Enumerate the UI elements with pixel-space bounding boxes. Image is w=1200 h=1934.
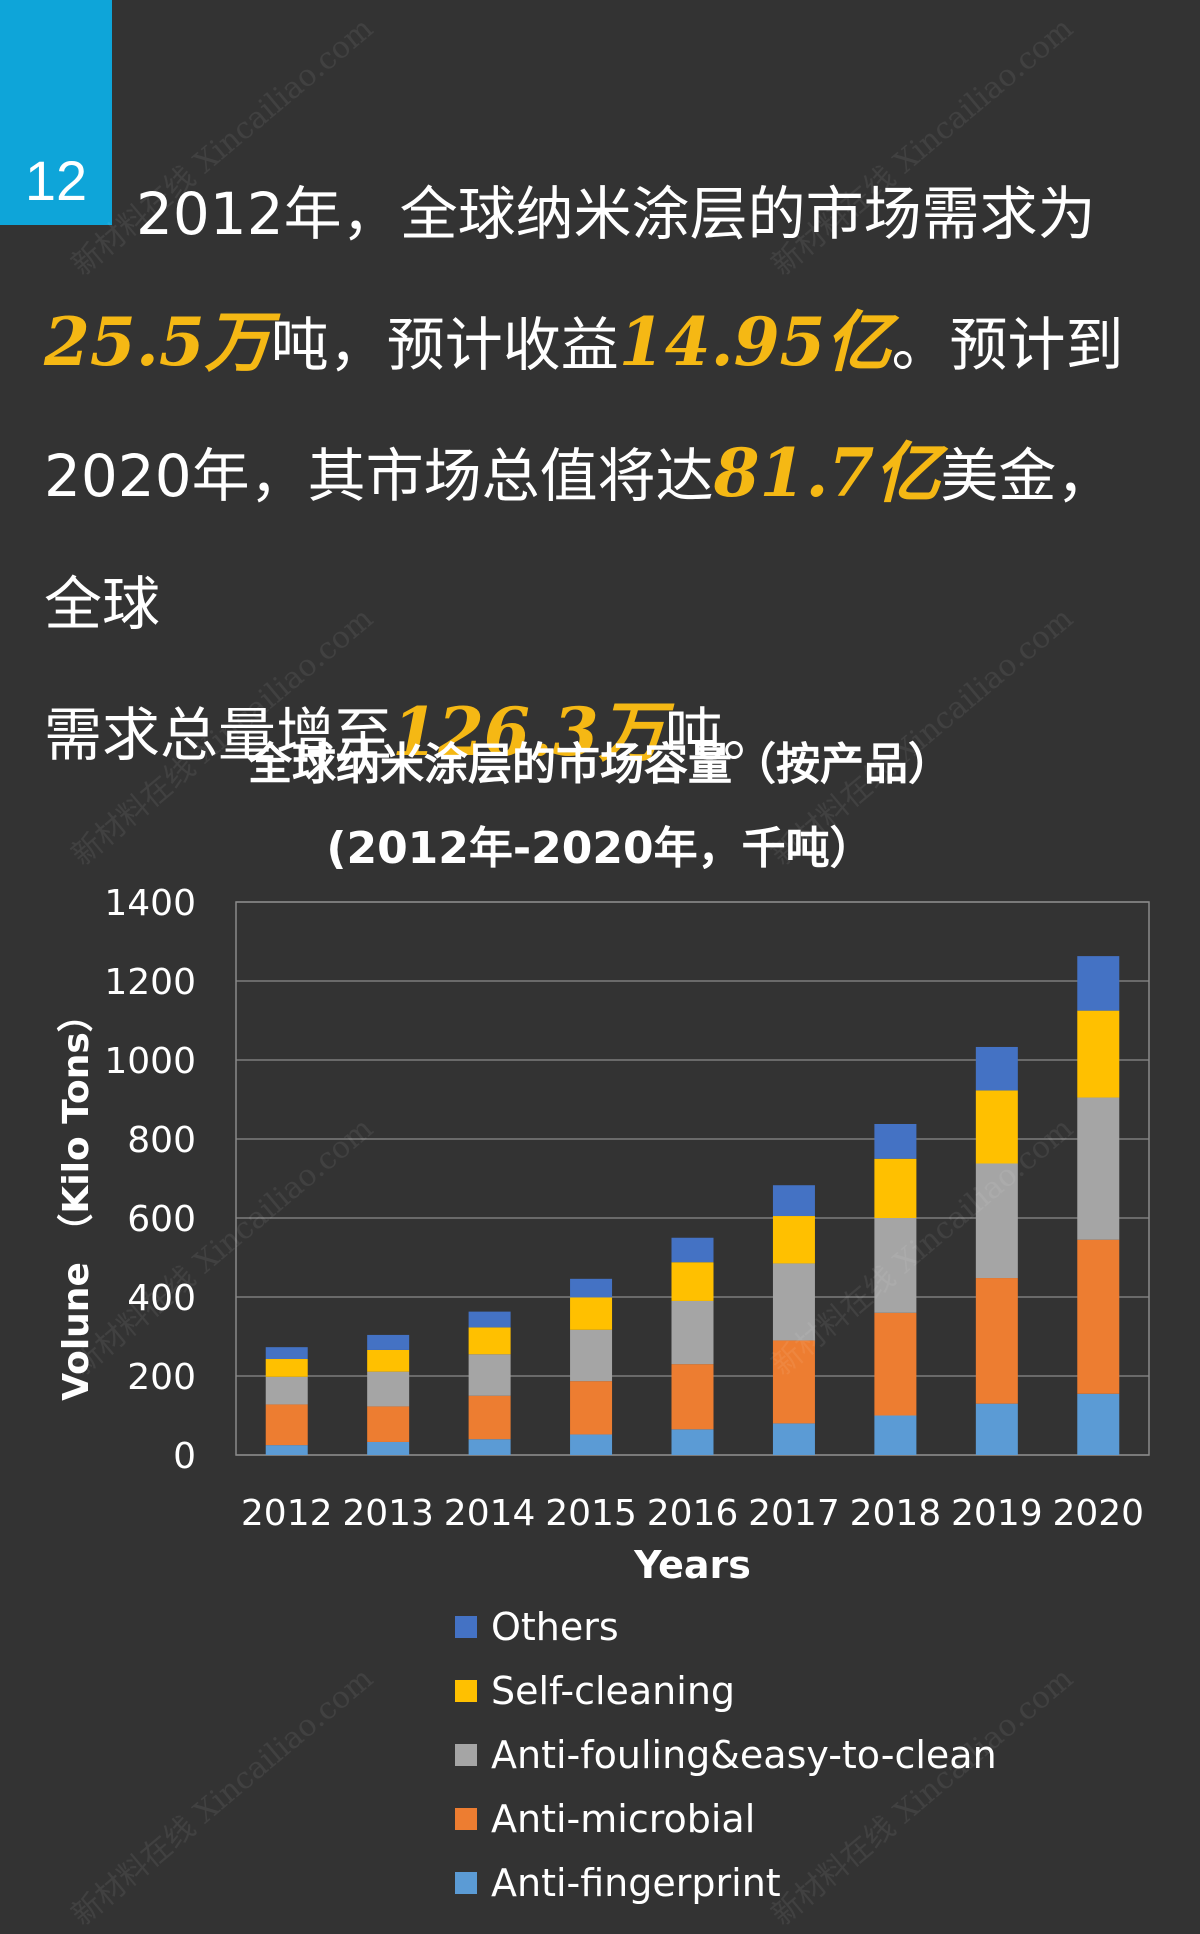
bar-segment <box>772 1263 815 1341</box>
bar-segment <box>874 1218 917 1313</box>
bar-segment <box>671 1429 714 1455</box>
y-tick-label: 1400 <box>104 883 196 924</box>
bar-segment <box>367 1334 410 1350</box>
legend-item: Anti-microbial <box>455 1787 997 1851</box>
bar-segment <box>570 1434 613 1455</box>
intro-text: 吨。 <box>664 701 781 769</box>
bar-segment <box>975 1163 1018 1279</box>
legend-swatch <box>455 1616 477 1638</box>
bar-segment <box>975 1046 1018 1091</box>
bar-segment <box>975 1278 1018 1404</box>
bar-segment <box>671 1262 714 1301</box>
legend-item: Others <box>455 1595 997 1659</box>
bar-segment <box>671 1237 714 1263</box>
x-tick-label: 2017 <box>748 1493 840 1534</box>
bar-segment <box>265 1359 308 1377</box>
bar-segment <box>874 1312 917 1416</box>
y-tick-label: 1200 <box>104 962 196 1003</box>
x-tick-label: 2012 <box>241 1493 333 1534</box>
intro-text: 。预计到 <box>891 311 1124 379</box>
chart-legend: Others Self-cleaning Anti-fouling&easy-to-… <box>455 1595 997 1915</box>
bar-segment <box>874 1415 917 1455</box>
bar-segment <box>265 1347 308 1360</box>
intro-text: 吨，预计收益 <box>270 311 619 379</box>
legend-item: Anti-fingerprint <box>455 1851 997 1915</box>
legend-swatch <box>455 1744 477 1766</box>
intro-text: 美金，全球 <box>44 442 1115 638</box>
bar-segment <box>265 1445 308 1455</box>
bar-segment <box>570 1297 613 1330</box>
bar-segment <box>1077 1010 1120 1098</box>
bar-segment <box>1077 956 1120 1011</box>
bar-segment <box>772 1423 815 1455</box>
chart-title: 全球纳米涂层的市场容量（按产品） <box>248 739 952 790</box>
bar-segment <box>874 1123 917 1159</box>
x-tick-label: 2019 <box>951 1493 1043 1534</box>
bar-segment <box>671 1300 714 1365</box>
page-number-badge: 12 <box>0 0 112 225</box>
bar-segment <box>671 1364 714 1430</box>
bar-segment <box>772 1216 815 1264</box>
bar-segment <box>367 1441 410 1455</box>
y-tick-label: 200 <box>127 1357 196 1398</box>
legend-swatch <box>455 1872 477 1894</box>
chart-subtitle: (2012年-2020年，千吨） <box>326 823 874 874</box>
intro-text: 需求总量增至 <box>44 701 393 769</box>
x-tick-label: 2014 <box>444 1493 536 1534</box>
y-tick-label: 600 <box>127 1199 196 1240</box>
x-tick-label: 2015 <box>545 1493 637 1534</box>
bar-segment <box>265 1376 308 1405</box>
legend-item: Self-cleaning <box>455 1659 997 1723</box>
intro-paragraph: 2012年，全球纳米涂层的市场需求为 25.5万吨，预计收益14.95亿。预计到… <box>44 150 1164 799</box>
legend-item: Anti-fouling&easy-to-clean <box>455 1723 997 1787</box>
y-tick-label: 1000 <box>104 1041 196 1082</box>
bar-segment <box>570 1329 613 1382</box>
legend-label: Anti-fingerprint <box>491 1861 781 1905</box>
legend-label: Anti-microbial <box>491 1797 756 1841</box>
legend-label: Others <box>491 1605 619 1649</box>
legend-swatch <box>455 1680 477 1702</box>
highlight-value: 126.3万 <box>392 693 665 771</box>
bar-segment <box>265 1404 308 1446</box>
bar-segment <box>367 1371 410 1407</box>
bar-segment <box>570 1381 613 1435</box>
x-axis-label: Years <box>633 1543 751 1587</box>
x-tick-label: 2020 <box>1052 1493 1144 1534</box>
bar-segment <box>468 1354 511 1396</box>
y-tick-label: 400 <box>127 1278 196 1319</box>
x-tick-label: 2013 <box>342 1493 434 1534</box>
legend-label: Self-cleaning <box>491 1669 736 1713</box>
bar-segment <box>1077 1393 1120 1455</box>
legend-swatch <box>455 1808 477 1830</box>
bar-segment <box>468 1327 511 1355</box>
bar-segment <box>367 1406 410 1442</box>
legend-label: Anti-fouling&easy-to-clean <box>491 1733 997 1777</box>
bar-segment <box>975 1090 1018 1164</box>
bar-segment <box>772 1340 815 1424</box>
x-tick-label: 2016 <box>647 1493 739 1534</box>
highlight-value: 25.5万 <box>44 303 271 381</box>
bar-segment <box>468 1311 511 1328</box>
bar-segment <box>772 1185 815 1217</box>
bar-segment <box>468 1395 511 1440</box>
intro-text: 2012年，全球纳米涂层的市场需求为 <box>136 180 1096 248</box>
y-tick-label: 800 <box>127 1120 196 1161</box>
bar-segment <box>1077 1239 1120 1394</box>
y-tick-label: 0 <box>173 1436 196 1477</box>
intro-text: 2020年，其市场总值将达 <box>44 442 714 510</box>
bar-segment <box>367 1349 410 1372</box>
highlight-value: 14.95亿 <box>618 303 892 381</box>
bar-segment <box>570 1278 613 1298</box>
page-number: 12 <box>24 149 88 212</box>
bar-segment <box>1077 1097 1120 1240</box>
x-tick-label: 2018 <box>850 1493 942 1534</box>
watermark-text: 新材料在线 Xincailiao.com <box>65 1660 380 1933</box>
y-axis-label: Volune （Kilo Tons） <box>56 996 97 1401</box>
bar-segment <box>975 1403 1018 1455</box>
highlight-value: 81.7亿 <box>713 434 941 512</box>
bar-segment <box>874 1158 917 1218</box>
bar-segment <box>468 1439 511 1455</box>
